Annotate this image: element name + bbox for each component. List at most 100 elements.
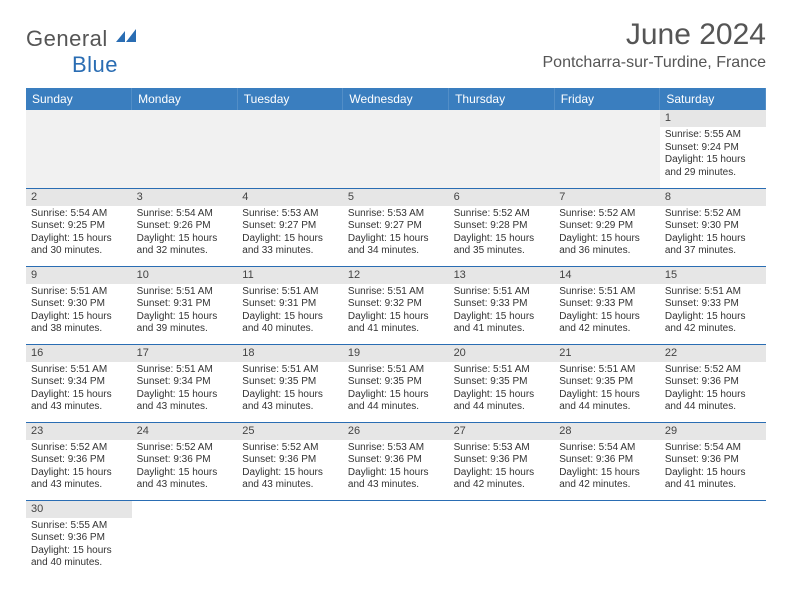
day-number: 20 (449, 345, 555, 362)
day-number: 21 (554, 345, 660, 362)
day-details: Sunrise: 5:54 AMSunset: 9:36 PMDaylight:… (554, 440, 660, 495)
calendar-cell: 26Sunrise: 5:53 AMSunset: 9:36 PMDayligh… (343, 422, 449, 500)
calendar-cell: 28Sunrise: 5:54 AMSunset: 9:36 PMDayligh… (554, 422, 660, 500)
day-details: Sunrise: 5:54 AMSunset: 9:25 PMDaylight:… (26, 206, 132, 261)
day-details: Sunrise: 5:51 AMSunset: 9:34 PMDaylight:… (26, 362, 132, 417)
day-number: 11 (237, 267, 343, 284)
day-details: Sunrise: 5:51 AMSunset: 9:33 PMDaylight:… (660, 284, 766, 339)
day-details: Sunrise: 5:51 AMSunset: 9:33 PMDaylight:… (449, 284, 555, 339)
day-header: Friday (554, 88, 660, 110)
day-number: 7 (554, 189, 660, 206)
day-number: 23 (26, 423, 132, 440)
day-details: Sunrise: 5:51 AMSunset: 9:30 PMDaylight:… (26, 284, 132, 339)
calendar-cell: 21Sunrise: 5:51 AMSunset: 9:35 PMDayligh… (554, 344, 660, 422)
calendar-row: 16Sunrise: 5:51 AMSunset: 9:34 PMDayligh… (26, 344, 766, 422)
calendar-cell (343, 500, 449, 578)
day-number: 10 (132, 267, 238, 284)
calendar-cell: 25Sunrise: 5:52 AMSunset: 9:36 PMDayligh… (237, 422, 343, 500)
flag-icon (116, 26, 138, 52)
day-header-row: Sunday Monday Tuesday Wednesday Thursday… (26, 88, 766, 110)
day-details: Sunrise: 5:52 AMSunset: 9:36 PMDaylight:… (132, 440, 238, 495)
brand-part1: General (26, 26, 108, 51)
calendar-row: 30Sunrise: 5:55 AMSunset: 9:36 PMDayligh… (26, 500, 766, 578)
calendar-cell (554, 110, 660, 188)
calendar-row: 2Sunrise: 5:54 AMSunset: 9:25 PMDaylight… (26, 188, 766, 266)
calendar-cell: 9Sunrise: 5:51 AMSunset: 9:30 PMDaylight… (26, 266, 132, 344)
day-number: 12 (343, 267, 449, 284)
calendar-cell: 24Sunrise: 5:52 AMSunset: 9:36 PMDayligh… (132, 422, 238, 500)
location-subtitle: Pontcharra-sur-Turdine, France (543, 54, 767, 72)
calendar-cell: 11Sunrise: 5:51 AMSunset: 9:31 PMDayligh… (237, 266, 343, 344)
day-header: Saturday (660, 88, 766, 110)
calendar-cell (449, 110, 555, 188)
day-details: Sunrise: 5:52 AMSunset: 9:30 PMDaylight:… (660, 206, 766, 261)
calendar-cell: 15Sunrise: 5:51 AMSunset: 9:33 PMDayligh… (660, 266, 766, 344)
calendar-cell: 1Sunrise: 5:55 AMSunset: 9:24 PMDaylight… (660, 110, 766, 188)
calendar-cell: 8Sunrise: 5:52 AMSunset: 9:30 PMDaylight… (660, 188, 766, 266)
calendar-cell: 18Sunrise: 5:51 AMSunset: 9:35 PMDayligh… (237, 344, 343, 422)
day-details: Sunrise: 5:52 AMSunset: 9:36 PMDaylight:… (237, 440, 343, 495)
day-number: 18 (237, 345, 343, 362)
calendar-cell (132, 110, 238, 188)
day-details: Sunrise: 5:51 AMSunset: 9:35 PMDaylight:… (449, 362, 555, 417)
day-details: Sunrise: 5:52 AMSunset: 9:36 PMDaylight:… (26, 440, 132, 495)
day-details: Sunrise: 5:51 AMSunset: 9:35 PMDaylight:… (237, 362, 343, 417)
header: General Blue June 2024 Pontcharra-sur-Tu… (26, 18, 766, 78)
day-number: 5 (343, 189, 449, 206)
calendar-cell: 7Sunrise: 5:52 AMSunset: 9:29 PMDaylight… (554, 188, 660, 266)
day-number: 27 (449, 423, 555, 440)
calendar-cell: 13Sunrise: 5:51 AMSunset: 9:33 PMDayligh… (449, 266, 555, 344)
calendar-cell (554, 500, 660, 578)
calendar-cell: 22Sunrise: 5:52 AMSunset: 9:36 PMDayligh… (660, 344, 766, 422)
calendar-cell: 3Sunrise: 5:54 AMSunset: 9:26 PMDaylight… (132, 188, 238, 266)
calendar-cell (449, 500, 555, 578)
brand-logo: General Blue (26, 26, 138, 78)
day-number: 29 (660, 423, 766, 440)
day-details: Sunrise: 5:51 AMSunset: 9:34 PMDaylight:… (132, 362, 238, 417)
calendar-row: 9Sunrise: 5:51 AMSunset: 9:30 PMDaylight… (26, 266, 766, 344)
day-number: 9 (26, 267, 132, 284)
calendar-row: 23Sunrise: 5:52 AMSunset: 9:36 PMDayligh… (26, 422, 766, 500)
calendar-cell: 2Sunrise: 5:54 AMSunset: 9:25 PMDaylight… (26, 188, 132, 266)
day-details: Sunrise: 5:52 AMSunset: 9:36 PMDaylight:… (660, 362, 766, 417)
day-number: 22 (660, 345, 766, 362)
calendar-cell: 27Sunrise: 5:53 AMSunset: 9:36 PMDayligh… (449, 422, 555, 500)
calendar-cell: 23Sunrise: 5:52 AMSunset: 9:36 PMDayligh… (26, 422, 132, 500)
calendar-cell: 19Sunrise: 5:51 AMSunset: 9:35 PMDayligh… (343, 344, 449, 422)
day-number: 30 (26, 501, 132, 518)
calendar-cell: 17Sunrise: 5:51 AMSunset: 9:34 PMDayligh… (132, 344, 238, 422)
calendar-cell (132, 500, 238, 578)
calendar-cell: 12Sunrise: 5:51 AMSunset: 9:32 PMDayligh… (343, 266, 449, 344)
day-details: Sunrise: 5:53 AMSunset: 9:36 PMDaylight:… (449, 440, 555, 495)
day-details: Sunrise: 5:55 AMSunset: 9:36 PMDaylight:… (26, 518, 132, 573)
day-header: Sunday (26, 88, 132, 110)
day-header: Monday (132, 88, 238, 110)
calendar-cell: 16Sunrise: 5:51 AMSunset: 9:34 PMDayligh… (26, 344, 132, 422)
calendar-cell: 5Sunrise: 5:53 AMSunset: 9:27 PMDaylight… (343, 188, 449, 266)
day-details: Sunrise: 5:51 AMSunset: 9:32 PMDaylight:… (343, 284, 449, 339)
day-number: 16 (26, 345, 132, 362)
calendar-cell (237, 500, 343, 578)
day-number: 26 (343, 423, 449, 440)
day-header: Tuesday (237, 88, 343, 110)
day-details: Sunrise: 5:53 AMSunset: 9:27 PMDaylight:… (343, 206, 449, 261)
day-details: Sunrise: 5:52 AMSunset: 9:29 PMDaylight:… (554, 206, 660, 261)
day-details: Sunrise: 5:54 AMSunset: 9:36 PMDaylight:… (660, 440, 766, 495)
day-details: Sunrise: 5:51 AMSunset: 9:35 PMDaylight:… (343, 362, 449, 417)
day-number: 6 (449, 189, 555, 206)
day-header: Thursday (449, 88, 555, 110)
day-details: Sunrise: 5:54 AMSunset: 9:26 PMDaylight:… (132, 206, 238, 261)
calendar-cell: 6Sunrise: 5:52 AMSunset: 9:28 PMDaylight… (449, 188, 555, 266)
calendar-cell (660, 500, 766, 578)
day-number: 4 (237, 189, 343, 206)
day-number: 13 (449, 267, 555, 284)
day-number: 24 (132, 423, 238, 440)
day-number: 15 (660, 267, 766, 284)
calendar-cell: 29Sunrise: 5:54 AMSunset: 9:36 PMDayligh… (660, 422, 766, 500)
calendar-cell: 20Sunrise: 5:51 AMSunset: 9:35 PMDayligh… (449, 344, 555, 422)
day-number: 19 (343, 345, 449, 362)
calendar-cell (343, 110, 449, 188)
brand-part2: Blue (72, 52, 118, 77)
calendar-cell: 30Sunrise: 5:55 AMSunset: 9:36 PMDayligh… (26, 500, 132, 578)
day-number: 3 (132, 189, 238, 206)
